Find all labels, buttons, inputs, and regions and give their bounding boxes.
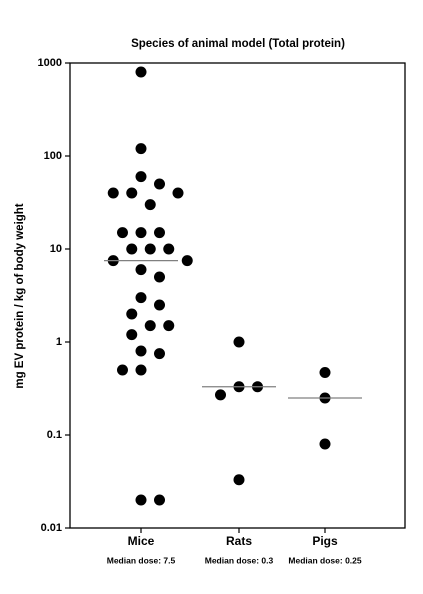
data-point (135, 66, 147, 78)
y-tick-label: 100 (44, 150, 62, 162)
data-point (135, 494, 147, 506)
data-point (172, 187, 184, 199)
data-point (319, 366, 331, 378)
data-point (135, 264, 147, 276)
y-tick-label: 10 (50, 243, 62, 255)
median-label: Median dose: 0.25 (288, 555, 361, 565)
data-point (135, 171, 147, 183)
data-point (319, 438, 331, 450)
x-tick-label: Rats (226, 534, 252, 548)
data-point (154, 227, 165, 239)
data-point (163, 320, 175, 332)
data-point (215, 389, 226, 401)
data-point (144, 199, 156, 211)
x-tick-label: Pigs (312, 534, 338, 548)
data-point (135, 143, 147, 155)
plot-frame (69, 62, 406, 529)
data-point (154, 299, 165, 311)
chart-title: Species of animal model (Total protein) (131, 38, 345, 50)
data-point (135, 345, 147, 357)
data-point (135, 227, 147, 239)
data-point (144, 243, 156, 255)
data-point (233, 474, 245, 486)
y-tick-label: 0.01 (41, 522, 62, 534)
y-axis-label: mg EV protein / kg of body weight (14, 203, 26, 388)
data-point (154, 348, 165, 360)
x-tick-label: Mice (128, 534, 155, 548)
data-point (107, 187, 119, 199)
data-point (126, 329, 138, 341)
data-point (233, 336, 245, 348)
data-point (126, 187, 138, 199)
data-point (144, 320, 156, 332)
y-tick-label: 1000 (38, 57, 62, 69)
y-tick-label: 0.1 (47, 429, 62, 441)
data-point (117, 364, 128, 376)
median-label: Median dose: 7.5 (107, 555, 176, 565)
data-point (126, 243, 138, 255)
data-point (154, 271, 165, 283)
data-point (154, 494, 165, 506)
median-label: Median dose: 0.3 (205, 555, 274, 565)
data-point (117, 227, 128, 239)
data-point (181, 255, 193, 267)
data-point (126, 308, 138, 320)
data-point (163, 243, 175, 255)
data-point (135, 292, 147, 304)
y-tick-label: 1 (56, 336, 62, 348)
data-point (135, 364, 147, 376)
data-point (154, 178, 165, 190)
